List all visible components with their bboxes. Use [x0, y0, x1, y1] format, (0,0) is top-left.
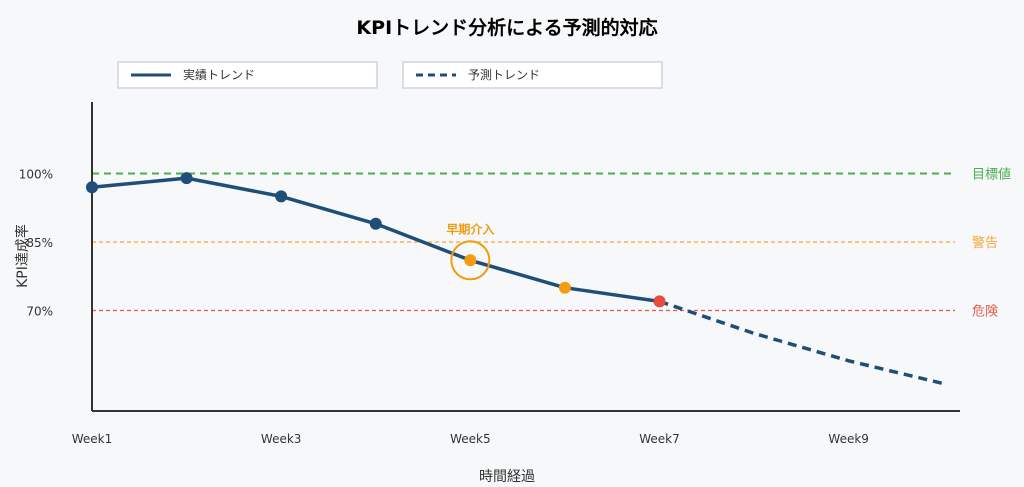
y-tick-labels: 70% 85% 100% — [19, 168, 53, 319]
reference-label-0: 目標値 — [972, 167, 1011, 183]
x-axis-title: 時間経過 — [479, 469, 535, 485]
y-tick-label: 85% — [26, 236, 53, 250]
x-tick-labels: Week1 Week3 Week5 Week7 Week9 — [72, 432, 869, 446]
series-line-1 — [658, 299, 944, 386]
data-point — [86, 181, 98, 194]
data-point — [653, 295, 666, 308]
series-lines — [91, 176, 944, 386]
annotations: 早期介入 — [446, 221, 494, 281]
x-tick-label: Week1 — [72, 432, 113, 446]
reference-label-1: 警告 — [972, 235, 998, 251]
chart-title: KPIトレンド分析による予測的対応 — [356, 16, 657, 39]
y-tick-label: 70% — [26, 305, 53, 319]
legend: 実績トレンド 予測トレンド — [117, 61, 663, 89]
x-tick-label: Week3 — [261, 432, 302, 446]
data-point — [275, 190, 288, 203]
data-point — [180, 172, 193, 185]
x-tick-label: Week7 — [639, 432, 680, 446]
annotation-ring — [450, 240, 491, 281]
reference-label-2: 危険 — [972, 305, 998, 320]
y-axis-title: KPI達成率 — [14, 224, 31, 288]
data-point — [464, 254, 477, 267]
data-point — [558, 281, 571, 294]
data-points — [86, 172, 666, 308]
series-line-0 — [91, 176, 660, 304]
x-tick-label: Week5 — [450, 432, 491, 446]
annotation-label: 早期介入 — [446, 221, 494, 236]
x-tick-label: Week9 — [828, 432, 869, 446]
y-tick-label: 100% — [19, 168, 53, 182]
legend-forecast-label: 予測トレンド — [468, 68, 540, 82]
legend-actual-label: 実績トレンド — [183, 67, 255, 82]
data-point — [369, 217, 382, 230]
axes — [91, 102, 960, 412]
